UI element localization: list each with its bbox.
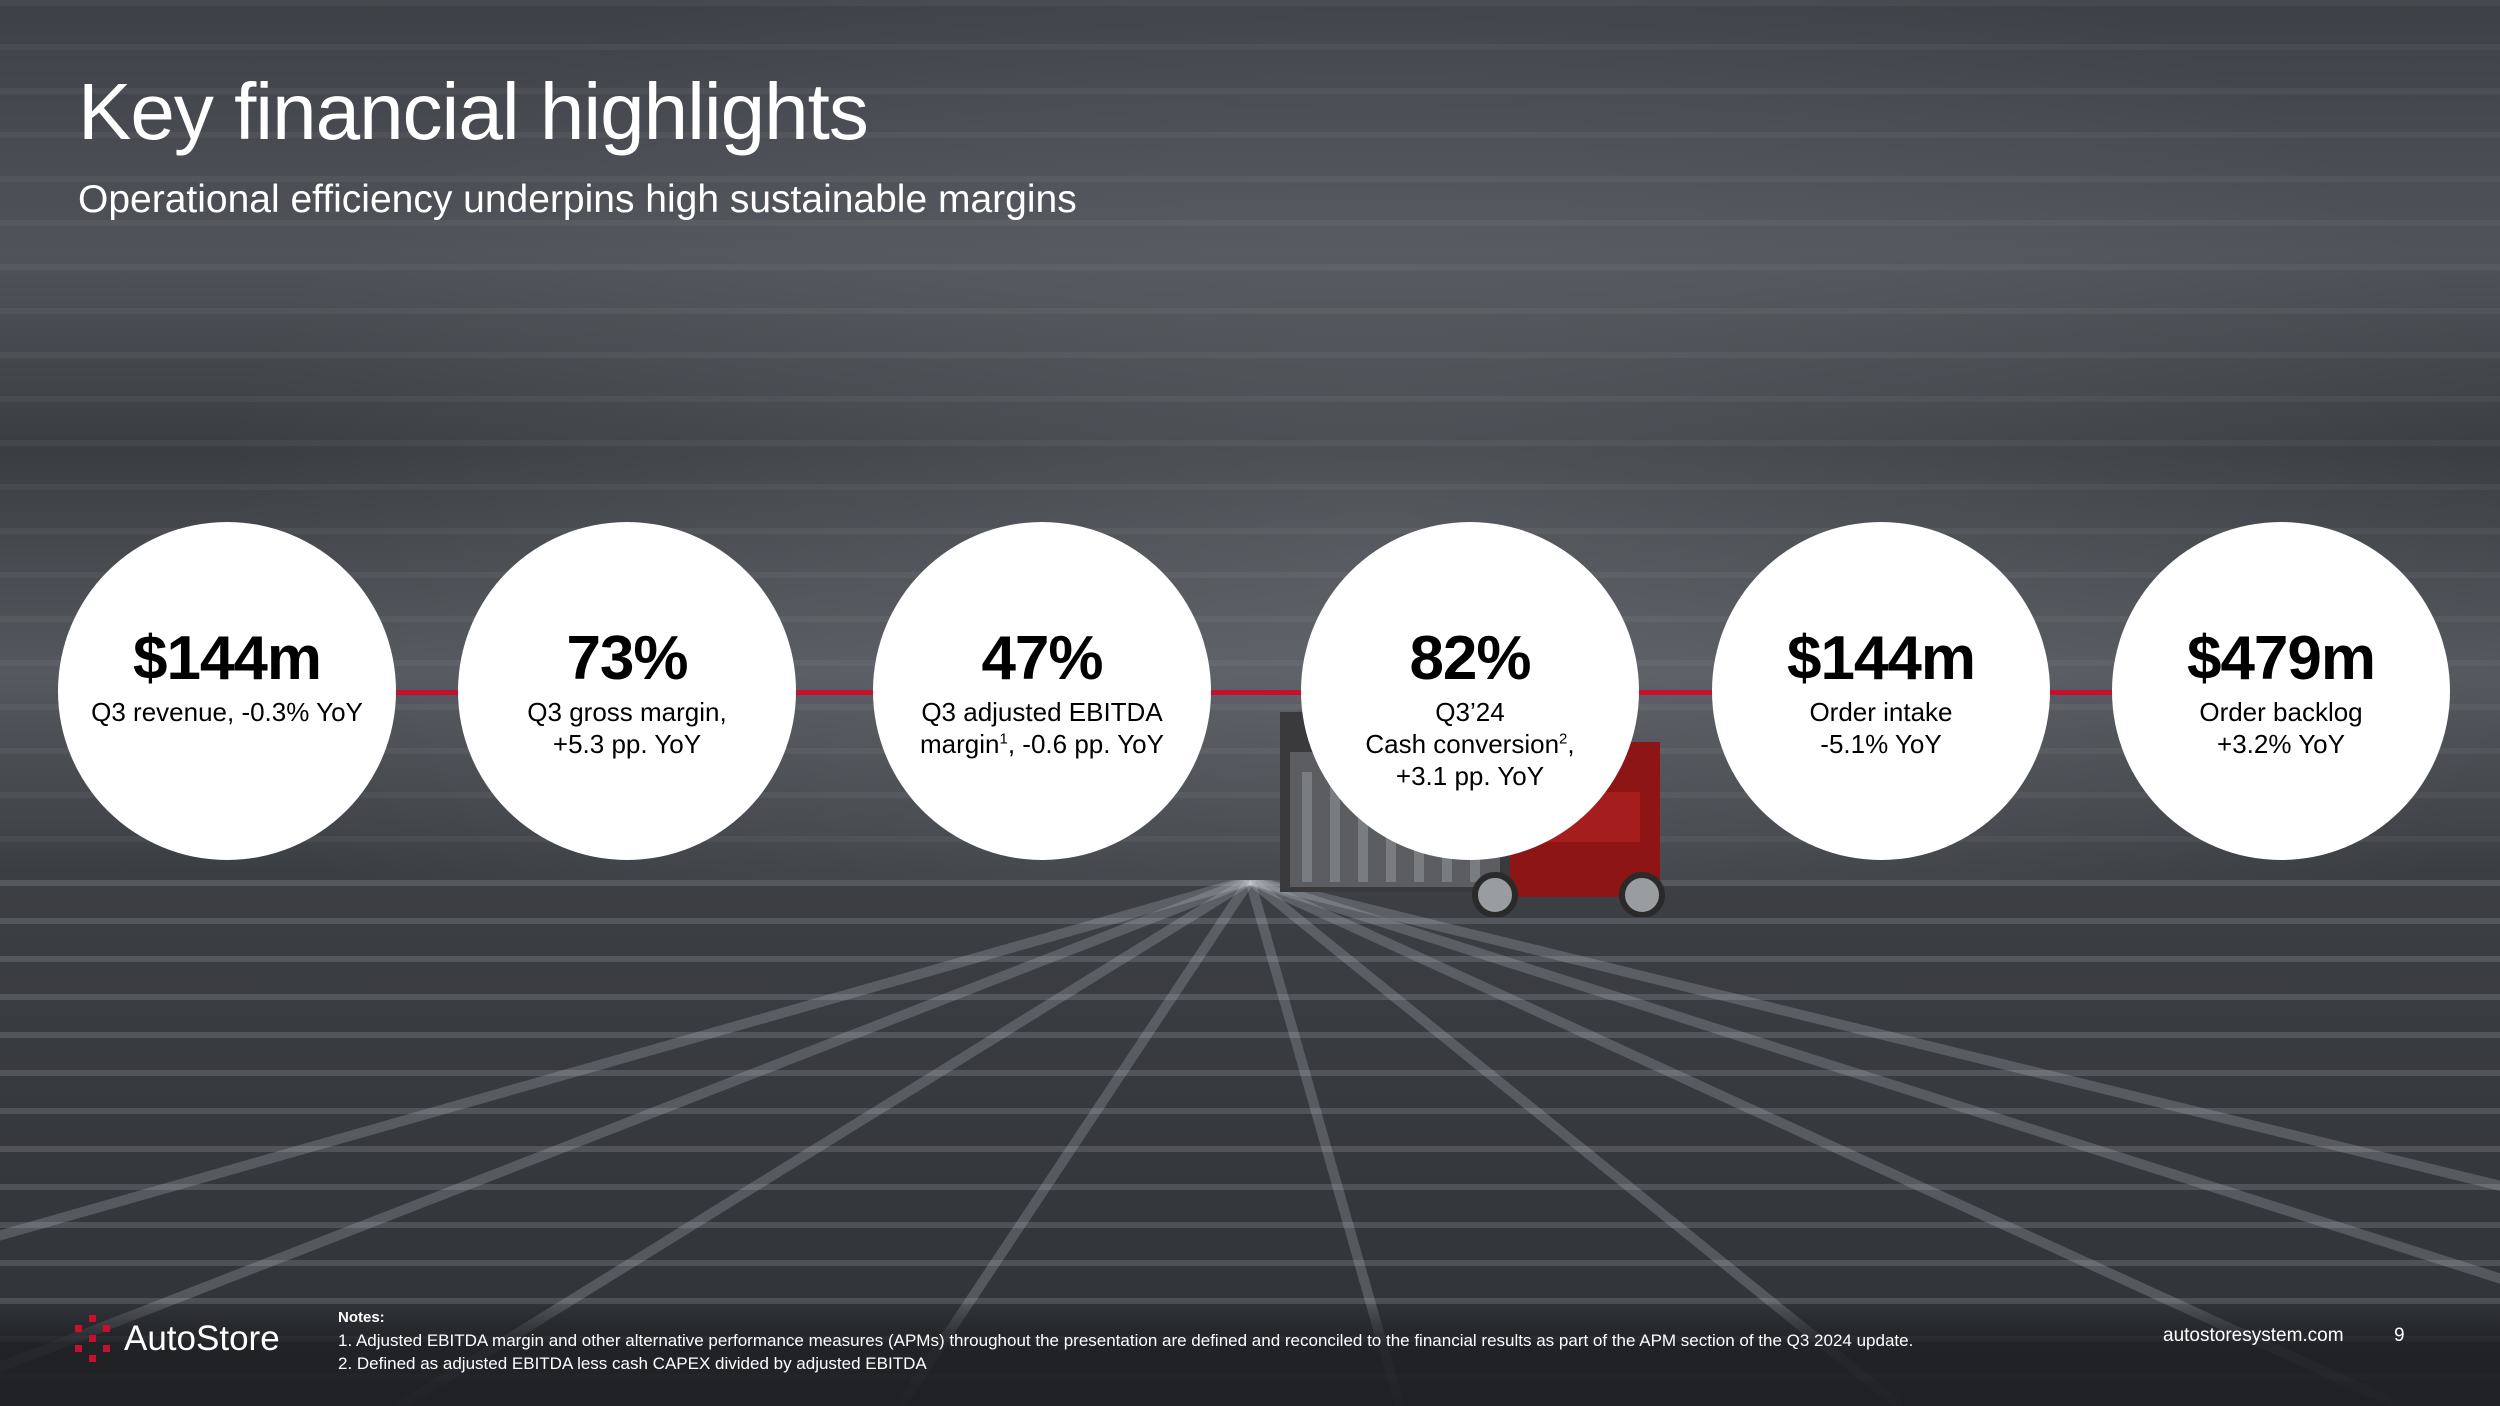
footnote-marker: 1 bbox=[999, 730, 1008, 748]
kpi-value: 73% bbox=[566, 624, 688, 693]
footer-band bbox=[0, 1300, 2500, 1406]
kpi-description: Q3 gross margin, +5.3 pp. YoY bbox=[458, 696, 796, 760]
kpi-description: Order backlog +3.2% YoY bbox=[2112, 696, 2450, 760]
kpi-cash-conversion: 82% Q3’24 Cash conversion2, +3.1 pp. YoY bbox=[1301, 522, 1639, 860]
kpi-desc-line: +3.1 pp. YoY bbox=[1395, 761, 1545, 791]
kpi-description: Q3 adjusted EBITDA margin1, -0.6 pp. YoY bbox=[873, 696, 1211, 760]
kpi-description: Q3 revenue, -0.3% YoY bbox=[58, 696, 396, 728]
kpi-value: $144m bbox=[132, 624, 322, 693]
page-number: 9 bbox=[2394, 1325, 2405, 1346]
kpi-connector-line bbox=[230, 690, 2280, 695]
kpi-desc-line: margin bbox=[920, 729, 1000, 759]
kpi-desc-line: Q3’24 bbox=[1435, 697, 1505, 727]
kpi-desc-line: Q3 adjusted EBITDA bbox=[921, 697, 1163, 727]
autostore-logo: AutoStore bbox=[72, 1313, 280, 1365]
kpi-q3-adjusted-ebitda-margin: 47% Q3 adjusted EBITDA margin1, -0.6 pp.… bbox=[873, 522, 1211, 860]
footnote-2: 2. Defined as adjusted EBITDA less cash … bbox=[338, 1354, 927, 1373]
kpi-value: 82% bbox=[1409, 624, 1531, 693]
kpi-desc-line: , -0.6 pp. YoY bbox=[1007, 729, 1164, 759]
kpi-desc-line: -5.1% YoY bbox=[1820, 729, 1942, 759]
footnote-marker: 2 bbox=[1559, 730, 1568, 748]
kpi-desc-line: Q3 revenue, -0.3% YoY bbox=[91, 697, 363, 727]
kpi-description: Q3’24 Cash conversion2, +3.1 pp. YoY bbox=[1301, 696, 1639, 792]
footnotes: Notes: 1. Adjusted EBITDA margin and oth… bbox=[338, 1306, 2138, 1375]
kpi-desc-line: +5.3 pp. YoY bbox=[552, 729, 702, 759]
kpi-desc-line: Cash conversion bbox=[1365, 729, 1560, 759]
page-subtitle: Operational efficiency underpins high su… bbox=[78, 178, 1077, 221]
kpi-desc-line: , bbox=[1567, 729, 1575, 759]
kpi-desc-line: Q3 gross margin, bbox=[527, 697, 727, 727]
kpi-q3-revenue: $144m Q3 revenue, -0.3% YoY bbox=[58, 522, 396, 860]
autostore-logo-icon bbox=[72, 1313, 114, 1365]
page-title: Key financial highlights bbox=[78, 67, 869, 156]
kpi-desc-line: Order backlog bbox=[2199, 697, 2363, 727]
footnote-1: 1. Adjusted EBITDA margin and other alte… bbox=[338, 1331, 1914, 1350]
website-link[interactable]: autostoresystem.com bbox=[2163, 1325, 2344, 1346]
kpi-desc-line: +3.2% YoY bbox=[2217, 729, 2345, 759]
kpi-order-intake: $144m Order intake -5.1% YoY bbox=[1712, 522, 2050, 860]
kpi-order-backlog: $479m Order backlog +3.2% YoY bbox=[2112, 522, 2450, 860]
notes-heading: Notes: bbox=[338, 1309, 385, 1326]
kpi-description: Order intake -5.1% YoY bbox=[1712, 696, 2050, 760]
autostore-logo-text: AutoStore bbox=[124, 1319, 280, 1358]
kpi-value: $144m bbox=[1786, 624, 1976, 693]
kpi-value: 47% bbox=[981, 624, 1103, 693]
kpi-q3-gross-margin: 73% Q3 gross margin, +5.3 pp. YoY bbox=[458, 522, 796, 860]
kpi-desc-line: Order intake bbox=[1809, 697, 1953, 727]
kpi-value: $479m bbox=[2186, 624, 2376, 693]
